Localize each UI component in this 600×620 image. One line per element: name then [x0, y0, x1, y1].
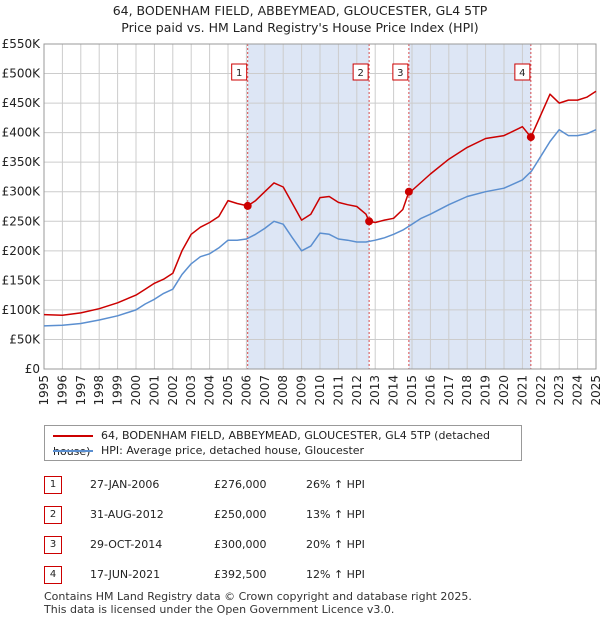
sale-label-box [231, 63, 248, 81]
y-tick-label: £350K [2, 155, 42, 169]
legend-label-property: 64, BODENHAM FIELD, ABBEYMEAD, GLOUCESTE… [53, 429, 491, 458]
x-tick-label: 2001 [147, 375, 161, 406]
sale-label: 4 [519, 68, 525, 79]
x-tick-label: 2006 [239, 375, 253, 406]
sale-hpi-diff: 12% ↑ HPI [306, 568, 365, 581]
footer-copyright: Contains HM Land Registry data © Crown c… [44, 590, 472, 603]
y-tick-label: £450K [2, 96, 42, 110]
y-tick-label: £500K [2, 67, 42, 81]
sale-point [365, 217, 374, 226]
sale-number-badge: 3 [44, 536, 62, 554]
y-tick-label: £300K [2, 185, 42, 199]
x-tick-label: 2003 [184, 375, 198, 406]
sale-hpi-diff: 26% ↑ HPI [306, 478, 365, 491]
x-tick-label: 2013 [368, 375, 382, 406]
sale-number-badge: 1 [44, 476, 62, 494]
x-tick-label: 2024 [571, 375, 585, 406]
y-tick-label: £400K [2, 126, 42, 140]
sale-label: 3 [397, 68, 403, 79]
x-tick-label: 2022 [534, 375, 548, 406]
x-tick-label: 2000 [129, 375, 143, 406]
sale-label-box [352, 63, 369, 81]
hpi-line [43, 128, 597, 327]
sale-price: £300,000 [214, 538, 267, 551]
legend-swatch-hpi [53, 450, 93, 452]
sale-point [243, 201, 252, 210]
ownership-shade [408, 44, 531, 369]
x-tick-label: 2019 [479, 375, 493, 406]
sale-date: 29-OCT-2014 [90, 538, 163, 551]
x-tick-label: 1997 [74, 375, 88, 406]
y-tick-label: £150K [2, 273, 42, 287]
sale-hpi-diff: 20% ↑ HPI [306, 538, 365, 551]
x-tick-label: 2004 [203, 375, 217, 406]
x-tick-label: 2023 [552, 375, 566, 406]
sale-price: £276,000 [214, 478, 267, 491]
footer-licence: This data is licensed under the Open Gov… [44, 603, 395, 616]
sale-label: 1 [236, 68, 242, 79]
y-tick-label: £100K [2, 303, 42, 317]
x-tick-label: 2008 [276, 375, 290, 406]
x-tick-label: 2015 [405, 375, 419, 406]
x-tick-label: 2021 [515, 375, 529, 406]
legend-swatch-property [53, 435, 93, 437]
sale-number-badge: 4 [44, 566, 62, 584]
x-tick-label: 1999 [111, 375, 125, 406]
sale-price: £250,000 [214, 508, 267, 521]
sale-date: 17-JUN-2021 [90, 568, 161, 581]
legend: 64, BODENHAM FIELD, ABBEYMEAD, GLOUCESTE… [44, 425, 522, 461]
x-tick-label: 2011 [331, 375, 345, 406]
y-tick-label: £0 [25, 362, 40, 376]
x-tick-label: 2018 [460, 375, 474, 406]
legend-item-hpi: HPI: Average price, detached house, Glou… [53, 443, 364, 459]
x-tick-label: 2017 [442, 375, 456, 406]
price-chart: £0 £50K £100K £150K £200K £250K £300K £350K £400… [2, 37, 600, 406]
y-tick-label: £50K [9, 332, 41, 346]
x-tick-label: 2002 [166, 375, 180, 406]
sale-point [526, 133, 535, 142]
x-tick-label: 2005 [221, 375, 235, 406]
sale-label-box [514, 63, 531, 81]
chart-title-line2: Price paid vs. HM Land Registry's House … [121, 20, 479, 35]
sale-date: 31-AUG-2012 [90, 508, 164, 521]
y-tick-label: £250K [2, 214, 42, 228]
y-tick-label: £200K [2, 244, 42, 258]
x-tick-label: 2020 [497, 375, 511, 406]
plot-frame [43, 43, 597, 370]
sale-price: £392,500 [214, 568, 267, 581]
x-tick-label: 2014 [387, 375, 401, 406]
property-price-line [43, 90, 597, 316]
x-tick-label: 2007 [258, 375, 272, 406]
x-tick-label: 2009 [295, 375, 309, 406]
x-tick-label: 1995 [37, 375, 51, 406]
sale-label: 2 [357, 68, 363, 79]
sale-number-badge: 2 [44, 506, 62, 524]
x-tick-label: 2010 [313, 375, 327, 406]
x-tick-label: 2025 [589, 375, 600, 406]
x-tick-label: 2016 [423, 375, 437, 406]
chart-title-line1: 64, BODENHAM FIELD, ABBEYMEAD, GLOUCESTE… [112, 3, 488, 18]
x-tick-label: 2012 [350, 375, 364, 406]
x-tick-label: 1998 [92, 375, 106, 406]
legend-label-hpi: HPI: Average price, detached house, Glou… [101, 444, 365, 457]
y-tick-label: £550K [2, 37, 42, 51]
legend-item-property: 64, BODENHAM FIELD, ABBEYMEAD, GLOUCESTE… [53, 428, 521, 458]
sale-point [404, 187, 413, 196]
x-tick-label: 1996 [55, 375, 69, 406]
sale-date: 27-JAN-2006 [90, 478, 160, 491]
sale-label-box [392, 63, 409, 81]
sale-hpi-diff: 13% ↑ HPI [306, 508, 365, 521]
ownership-shade [247, 44, 370, 369]
